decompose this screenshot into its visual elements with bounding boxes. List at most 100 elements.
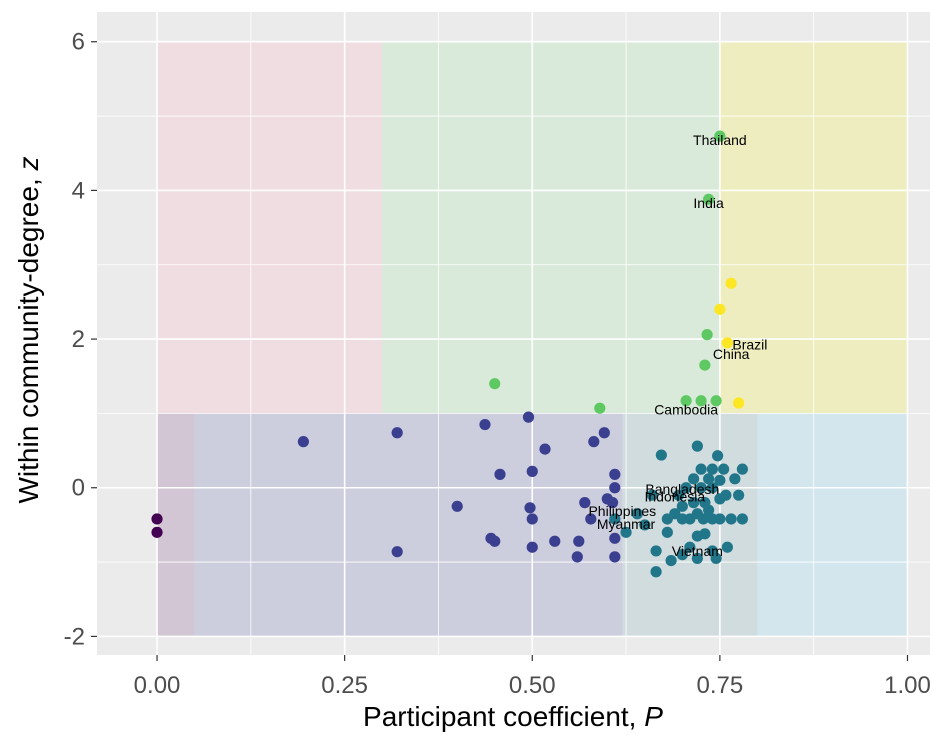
data-point [609, 482, 621, 494]
data-point [714, 303, 726, 315]
data-point [680, 395, 692, 407]
data-point [391, 546, 403, 558]
data-point [718, 463, 730, 475]
point-label: Bangladesh [645, 481, 719, 497]
point-label: Thailand [693, 132, 747, 148]
data-point [620, 526, 632, 538]
data-point [479, 418, 491, 431]
data-point [712, 450, 724, 462]
data-point [609, 468, 621, 480]
data-point [151, 526, 163, 538]
point-label: India [693, 195, 724, 211]
data-point [650, 545, 662, 557]
data-point [609, 551, 621, 563]
data-point [526, 541, 538, 553]
data-point [729, 473, 741, 485]
points-layer [151, 130, 748, 578]
data-point [688, 473, 700, 485]
data-point [655, 449, 667, 461]
y-tick-label: 0 [72, 475, 85, 502]
data-point [676, 549, 688, 561]
data-point [721, 541, 733, 553]
data-point [710, 552, 722, 564]
point-label: Brazil [732, 336, 767, 352]
data-point [710, 395, 722, 407]
data-point [736, 463, 748, 475]
x-tick-label: 1.00 [884, 672, 931, 699]
data-point [606, 497, 619, 509]
data-point [721, 337, 733, 349]
data-point [703, 193, 715, 205]
axes-layer: 0.00 0.25 0.50 0.75 1.00 -2 0 2 4 6 [64, 29, 931, 699]
point-label: Myanmar [597, 516, 656, 532]
data-point [697, 513, 709, 525]
data-point [676, 500, 688, 512]
data-point [672, 489, 685, 501]
x-tick-label: 0.25 [321, 672, 368, 699]
data-point [489, 535, 501, 547]
data-point [639, 519, 651, 531]
data-point [151, 513, 163, 525]
data-point [526, 513, 538, 525]
data-point [706, 463, 718, 475]
data-point [609, 532, 621, 544]
data-point [691, 552, 703, 564]
data-point [733, 397, 745, 409]
data-point [489, 378, 501, 390]
point-label: Indonesia [644, 489, 705, 505]
data-point [609, 513, 621, 525]
data-point [691, 440, 703, 452]
data-point [524, 502, 536, 514]
y-tick-label: 2 [72, 326, 85, 353]
data-point [585, 513, 597, 525]
point-label: Vietnam [672, 543, 723, 559]
x-axis-title: Participant coefficient, P [363, 701, 663, 732]
data-point [714, 474, 726, 486]
data-point [736, 513, 748, 525]
data-point [549, 535, 561, 547]
point-label: Cambodia [654, 402, 718, 418]
data-point [650, 566, 662, 578]
x-tick-label: 0.00 [134, 672, 181, 699]
y-tick-label: 4 [72, 177, 85, 204]
data-point [703, 504, 715, 516]
data-point [494, 468, 506, 480]
data-point [703, 473, 715, 485]
region [194, 413, 623, 637]
y-axis-title: Within community-degree, z [13, 156, 44, 503]
data-point [680, 482, 692, 494]
data-point [631, 508, 643, 520]
y-tick-label: -2 [64, 623, 85, 650]
data-point [695, 482, 707, 494]
data-point [733, 489, 745, 501]
data-point [571, 551, 583, 563]
data-point [539, 443, 551, 455]
data-point [701, 329, 713, 341]
data-point [391, 427, 403, 439]
data-point [451, 500, 463, 512]
data-point [297, 436, 309, 448]
region [157, 413, 195, 637]
region [157, 41, 383, 414]
data-point [526, 465, 538, 477]
data-point [665, 554, 677, 567]
data-point [714, 130, 726, 142]
y-tick-label: 6 [72, 29, 85, 56]
region [757, 413, 908, 637]
data-point [688, 497, 700, 509]
data-point [714, 513, 726, 525]
data-point [598, 427, 610, 439]
data-point [695, 463, 707, 475]
point-label: Philippines [588, 503, 656, 519]
point-label: China [713, 346, 750, 362]
data-point [699, 359, 711, 371]
data-point [661, 526, 673, 538]
data-point [579, 497, 591, 509]
x-tick-label: 0.75 [697, 672, 744, 699]
data-point [725, 513, 737, 525]
data-point [573, 535, 585, 547]
data-point [684, 541, 696, 553]
data-point [706, 482, 718, 494]
